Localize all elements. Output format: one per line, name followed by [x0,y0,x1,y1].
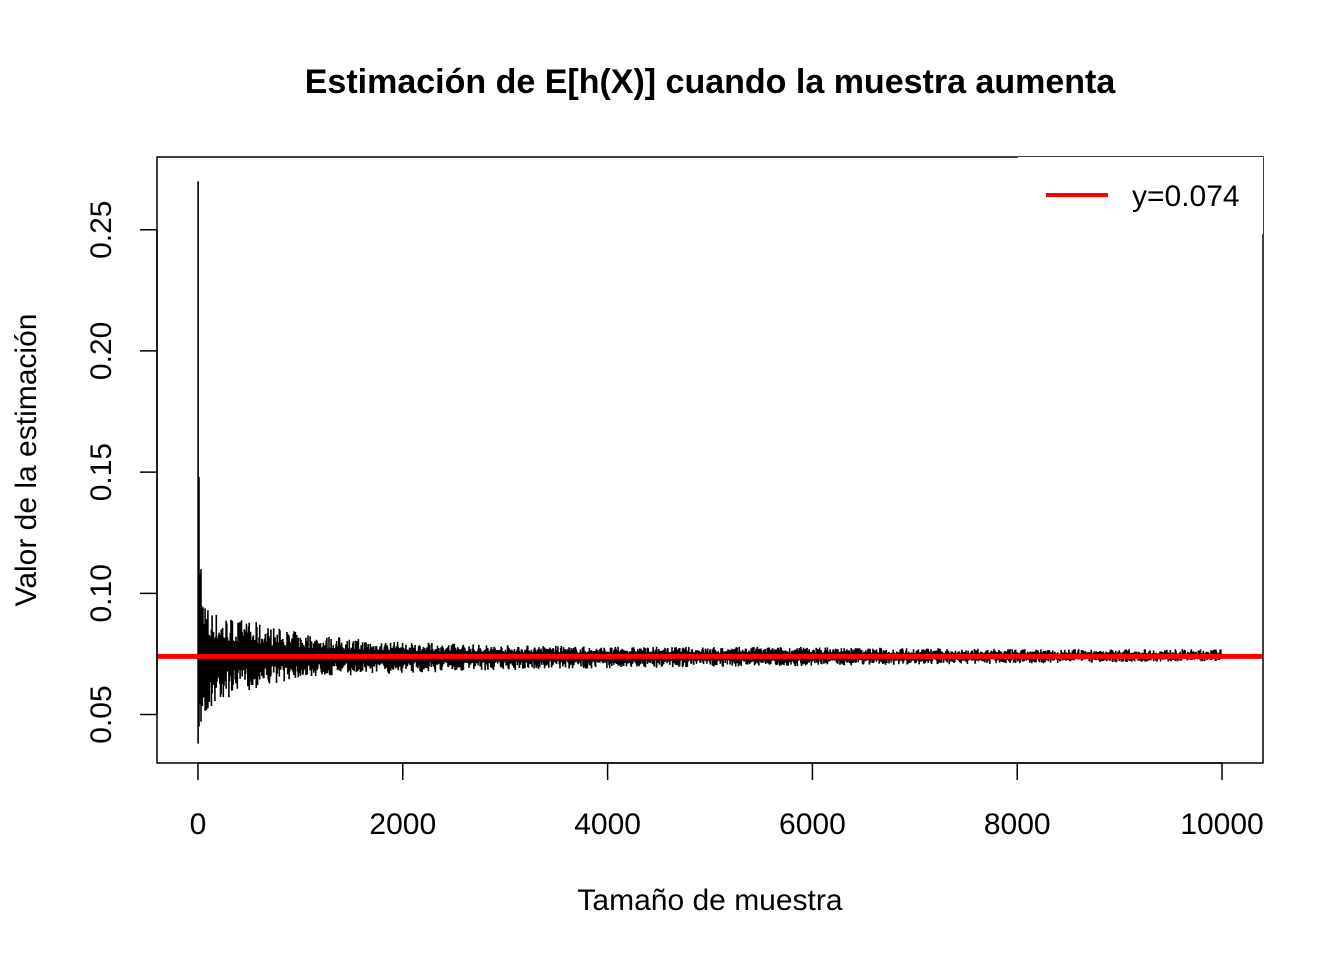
x-tick-label: 0 [190,808,207,841]
x-tick-label: 6000 [779,808,846,841]
x-tick-label: 2000 [369,808,436,841]
estimate-series-line [197,181,1223,744]
plot-frame [156,156,1264,764]
y-tick-label: 0.25 [85,201,118,259]
y-tick-label: 0.20 [85,322,118,380]
legend: y=0.074 [1018,157,1263,234]
y-tick-label: 0.10 [85,564,118,622]
data-layer [197,181,1223,744]
x-axis-label: Tamaño de muestra [577,884,842,917]
x-tick-label: 8000 [984,808,1051,841]
legend-label: y=0.074 [1132,180,1240,213]
x-tick-label: 10000 [1180,808,1263,841]
y-tick-label: 0.15 [85,443,118,501]
y-tick-label: 0.05 [85,685,118,743]
x-axis: 0 2000 4000 6000 8000 10000 [190,762,1264,841]
y-axis: 0.05 0.10 0.15 0.20 0.25 [85,201,158,744]
y-axis-label: Valor de la estimación [10,314,43,607]
x-tick-label: 4000 [574,808,641,841]
chart-title: Estimación de E[h(X)] cuando la muestra … [305,63,1117,101]
